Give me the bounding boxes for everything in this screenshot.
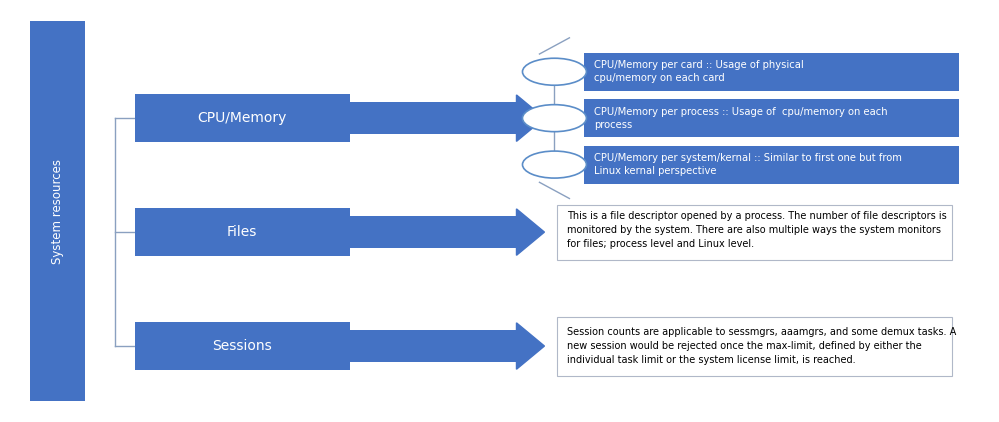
Text: System resources: System resources — [51, 159, 64, 263]
Polygon shape — [516, 323, 544, 369]
FancyBboxPatch shape — [557, 316, 952, 376]
FancyBboxPatch shape — [584, 53, 959, 91]
FancyBboxPatch shape — [350, 102, 516, 134]
FancyBboxPatch shape — [584, 146, 959, 184]
Text: CPU/Memory per card :: Usage of physical
cpu/memory on each card: CPU/Memory per card :: Usage of physical… — [594, 60, 804, 83]
FancyBboxPatch shape — [350, 330, 516, 362]
Text: Sessions: Sessions — [213, 339, 272, 353]
FancyBboxPatch shape — [135, 322, 350, 371]
Text: CPU/Memory per system/kernal :: Similar to first one but from
Linux kernal persp: CPU/Memory per system/kernal :: Similar … — [594, 153, 902, 176]
FancyBboxPatch shape — [350, 216, 516, 248]
Polygon shape — [516, 209, 544, 255]
Circle shape — [522, 58, 586, 85]
Text: CPU/Memory: CPU/Memory — [198, 111, 287, 125]
Text: CPU/Memory per process :: Usage of  cpu/memory on each
process: CPU/Memory per process :: Usage of cpu/m… — [594, 107, 888, 130]
Text: Session counts are applicable to sessmgrs, aaamgrs, and some demux tasks. A
new : Session counts are applicable to sessmgr… — [567, 327, 957, 365]
Text: This is a file descriptor opened by a process. The number of file descriptors is: This is a file descriptor opened by a pr… — [567, 211, 947, 249]
FancyBboxPatch shape — [584, 99, 959, 137]
Circle shape — [522, 151, 586, 178]
Polygon shape — [516, 95, 544, 141]
FancyBboxPatch shape — [30, 21, 85, 401]
Text: Files: Files — [227, 225, 258, 239]
FancyBboxPatch shape — [557, 205, 952, 260]
FancyBboxPatch shape — [135, 208, 350, 256]
Circle shape — [522, 105, 586, 132]
FancyBboxPatch shape — [135, 94, 350, 143]
